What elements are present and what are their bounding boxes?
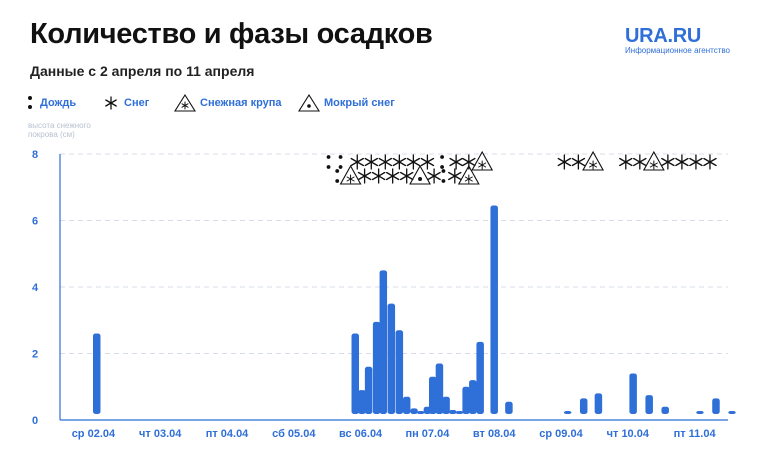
phase-snow-icon bbox=[557, 154, 572, 170]
x-tick-label: пт 04.04 bbox=[206, 428, 249, 440]
phase-rain-icon bbox=[338, 155, 343, 169]
legend-item-wet: Мокрый снег bbox=[298, 94, 395, 112]
y-tick-label: 2 bbox=[32, 349, 38, 361]
phase-snow-icon bbox=[378, 154, 393, 170]
phase-snow-icon bbox=[448, 168, 462, 184]
phase-rain-icon bbox=[441, 169, 446, 183]
phase-snow-icon bbox=[392, 154, 407, 170]
phase-pellets-icon bbox=[642, 150, 665, 171]
bar bbox=[490, 205, 498, 414]
phase-rain-icon bbox=[326, 155, 331, 169]
bar bbox=[728, 411, 736, 414]
y-tick-label: 0 bbox=[32, 415, 38, 427]
phase-snow-icon bbox=[661, 154, 675, 170]
bar bbox=[358, 390, 366, 414]
phase-pellets-icon bbox=[457, 164, 480, 185]
phase-snow-icon bbox=[689, 154, 703, 170]
y-tick-label: 4 bbox=[32, 282, 39, 294]
bar bbox=[92, 333, 101, 414]
phase-snow-icon bbox=[371, 168, 386, 184]
bar bbox=[416, 411, 425, 414]
bar bbox=[579, 398, 588, 414]
phase-pellets-icon bbox=[471, 150, 494, 171]
y-tick-label: 8 bbox=[32, 149, 38, 161]
legend-label-rain: Дождь bbox=[40, 97, 77, 109]
x-tick-label: пн 07.04 bbox=[405, 428, 450, 440]
bar bbox=[455, 411, 464, 414]
phase-snow-icon bbox=[350, 154, 365, 170]
asterisk-icon bbox=[105, 96, 117, 110]
bar bbox=[364, 366, 373, 414]
x-tick-label: ср 02.04 bbox=[72, 428, 116, 440]
phase-wet-icon bbox=[409, 164, 431, 185]
y-tick-label: 6 bbox=[32, 216, 38, 228]
bar bbox=[428, 376, 437, 414]
legend-label-wet: Мокрый снег bbox=[324, 97, 395, 109]
x-tick-label: пт 11.04 bbox=[674, 428, 717, 440]
phase-snow-icon bbox=[633, 154, 647, 170]
phase-snow-icon bbox=[571, 154, 586, 170]
phase-snow-icon bbox=[357, 168, 372, 184]
triangle-asterisk-icon bbox=[174, 94, 196, 112]
legend-item-snow: Снег bbox=[102, 94, 149, 112]
two-dots-icon bbox=[28, 96, 32, 109]
brand-tagline: Информационное агентство bbox=[625, 46, 730, 55]
chart-title: Количество и фазы осадков bbox=[30, 18, 433, 50]
x-tick-label: ср 09.04 bbox=[539, 428, 583, 440]
brand-logo[interactable]: URA.RU Информационное агентство bbox=[625, 26, 730, 55]
bar bbox=[661, 406, 669, 414]
phase-snow-icon bbox=[703, 154, 717, 170]
x-tick-label: вт 08.04 bbox=[473, 428, 516, 440]
brand-name: URA.RU bbox=[625, 25, 702, 47]
legend-label-pellets: Снежная крупа bbox=[200, 97, 282, 109]
phase-snow-icon bbox=[364, 154, 379, 170]
phase-snow-icon bbox=[675, 154, 689, 170]
phase-snow-icon bbox=[406, 154, 421, 170]
bar bbox=[387, 303, 396, 414]
legend-label-snow: Снег bbox=[124, 97, 150, 109]
phase-snow-icon bbox=[385, 168, 400, 184]
phase-snow-icon bbox=[449, 154, 463, 170]
bar bbox=[563, 411, 572, 414]
triangle-dot-icon bbox=[298, 94, 320, 112]
bar bbox=[410, 408, 418, 414]
bar bbox=[629, 373, 637, 414]
bar bbox=[372, 321, 381, 414]
legend-item-pellets: Снежная крупа bbox=[174, 94, 282, 112]
bar bbox=[462, 386, 470, 414]
bar bbox=[645, 395, 653, 414]
phase-snow-icon bbox=[427, 168, 441, 184]
chart-subtitle: Данные с 2 апреля по 11 апреля bbox=[30, 63, 255, 79]
phase-snow-icon bbox=[420, 154, 435, 170]
bar bbox=[469, 380, 477, 414]
phase-pellets-icon bbox=[582, 150, 604, 171]
bar bbox=[594, 393, 603, 414]
phase-rain-icon bbox=[335, 169, 340, 183]
bar bbox=[395, 330, 404, 414]
bar bbox=[402, 396, 411, 414]
bar bbox=[712, 398, 720, 414]
phase-pellets-icon bbox=[339, 164, 362, 185]
phase-snow-icon bbox=[399, 168, 414, 184]
bar bbox=[379, 270, 388, 414]
phase-rain-icon bbox=[440, 155, 444, 169]
legend-item-rain: Дождь bbox=[26, 94, 76, 112]
bar bbox=[435, 363, 444, 414]
bar bbox=[442, 396, 450, 414]
bar bbox=[505, 401, 513, 414]
bar bbox=[696, 411, 704, 414]
x-tick-label: вс 06.04 bbox=[339, 428, 383, 440]
phase-snow-icon bbox=[619, 154, 633, 170]
bar bbox=[351, 333, 360, 414]
bar bbox=[476, 341, 484, 414]
x-tick-label: чт 03.04 bbox=[139, 428, 182, 440]
y-axis-label: высота снежного покрова (см) bbox=[28, 121, 91, 139]
x-tick-label: чт 10.04 bbox=[607, 428, 650, 440]
bar bbox=[449, 410, 457, 414]
x-tick-label: сб 05.04 bbox=[272, 428, 316, 440]
